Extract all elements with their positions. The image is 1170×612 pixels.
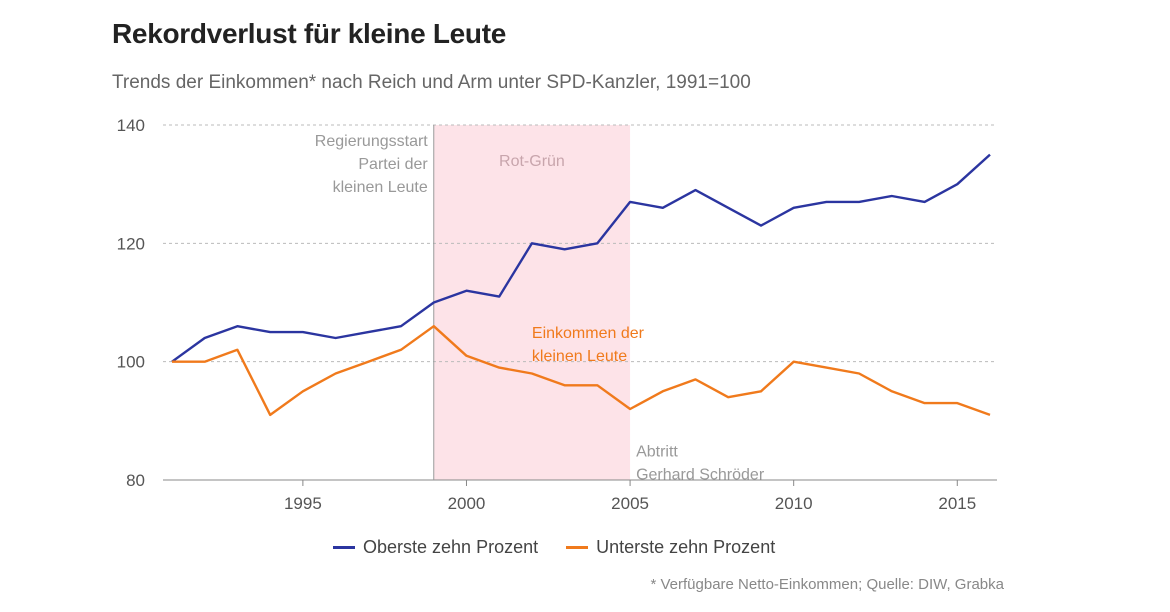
legend-label-bottom: Unterste zehn Prozent xyxy=(596,537,776,557)
legend-item-top: Oberste zehn Prozent xyxy=(333,537,538,558)
legend-swatch-top xyxy=(333,546,355,549)
y-tick-label-120: 120 xyxy=(117,234,145,253)
chart-title: Rekordverlust für kleine Leute xyxy=(112,18,507,49)
x-tick-label-2000: 2000 xyxy=(448,494,486,513)
x-tick-label-1995: 1995 xyxy=(284,494,322,513)
series-line-top-ten-percent xyxy=(171,153,991,363)
marker-label-line-2: kleinen Leute xyxy=(333,179,428,196)
y-tick-label-140: 140 xyxy=(117,116,145,135)
x-tick-label-2015: 2015 xyxy=(938,494,976,513)
legend-item-bottom: Unterste zehn Prozent xyxy=(566,537,775,558)
annotation-0-line-1: Gerhard Schröder xyxy=(636,466,765,483)
y-tick-label-80: 80 xyxy=(126,471,145,490)
shaded-period-rot-gruen xyxy=(433,125,631,480)
marker-label-line-1: Partei der xyxy=(358,156,428,173)
footnote: * Verfügbare Netto-Einkommen; Quelle: DI… xyxy=(650,576,1005,593)
annotation-0-line-0: Abtritt xyxy=(636,443,678,460)
marker-label-line-0: Regierungsstart xyxy=(315,133,429,150)
legend: Oberste zehn Prozent Unterste zehn Proze… xyxy=(333,537,775,558)
legend-swatch-bottom xyxy=(566,546,589,549)
legend-label-top: Oberste zehn Prozent xyxy=(363,537,539,557)
shaded-period-label: Rot-Grün xyxy=(499,153,565,170)
annotation-1-line-0: Einkommen der xyxy=(532,325,645,342)
x-tick-label-2005: 2005 xyxy=(611,494,649,513)
annotation-1-line-1: kleinen Leute xyxy=(532,348,627,365)
x-tick-label-2010: 2010 xyxy=(775,494,813,513)
y-tick-label-100: 100 xyxy=(117,353,145,372)
chart-subtitle: Trends der Einkommen* nach Reich und Arm… xyxy=(112,72,751,93)
series-line-bottom-ten-percent xyxy=(172,325,991,417)
